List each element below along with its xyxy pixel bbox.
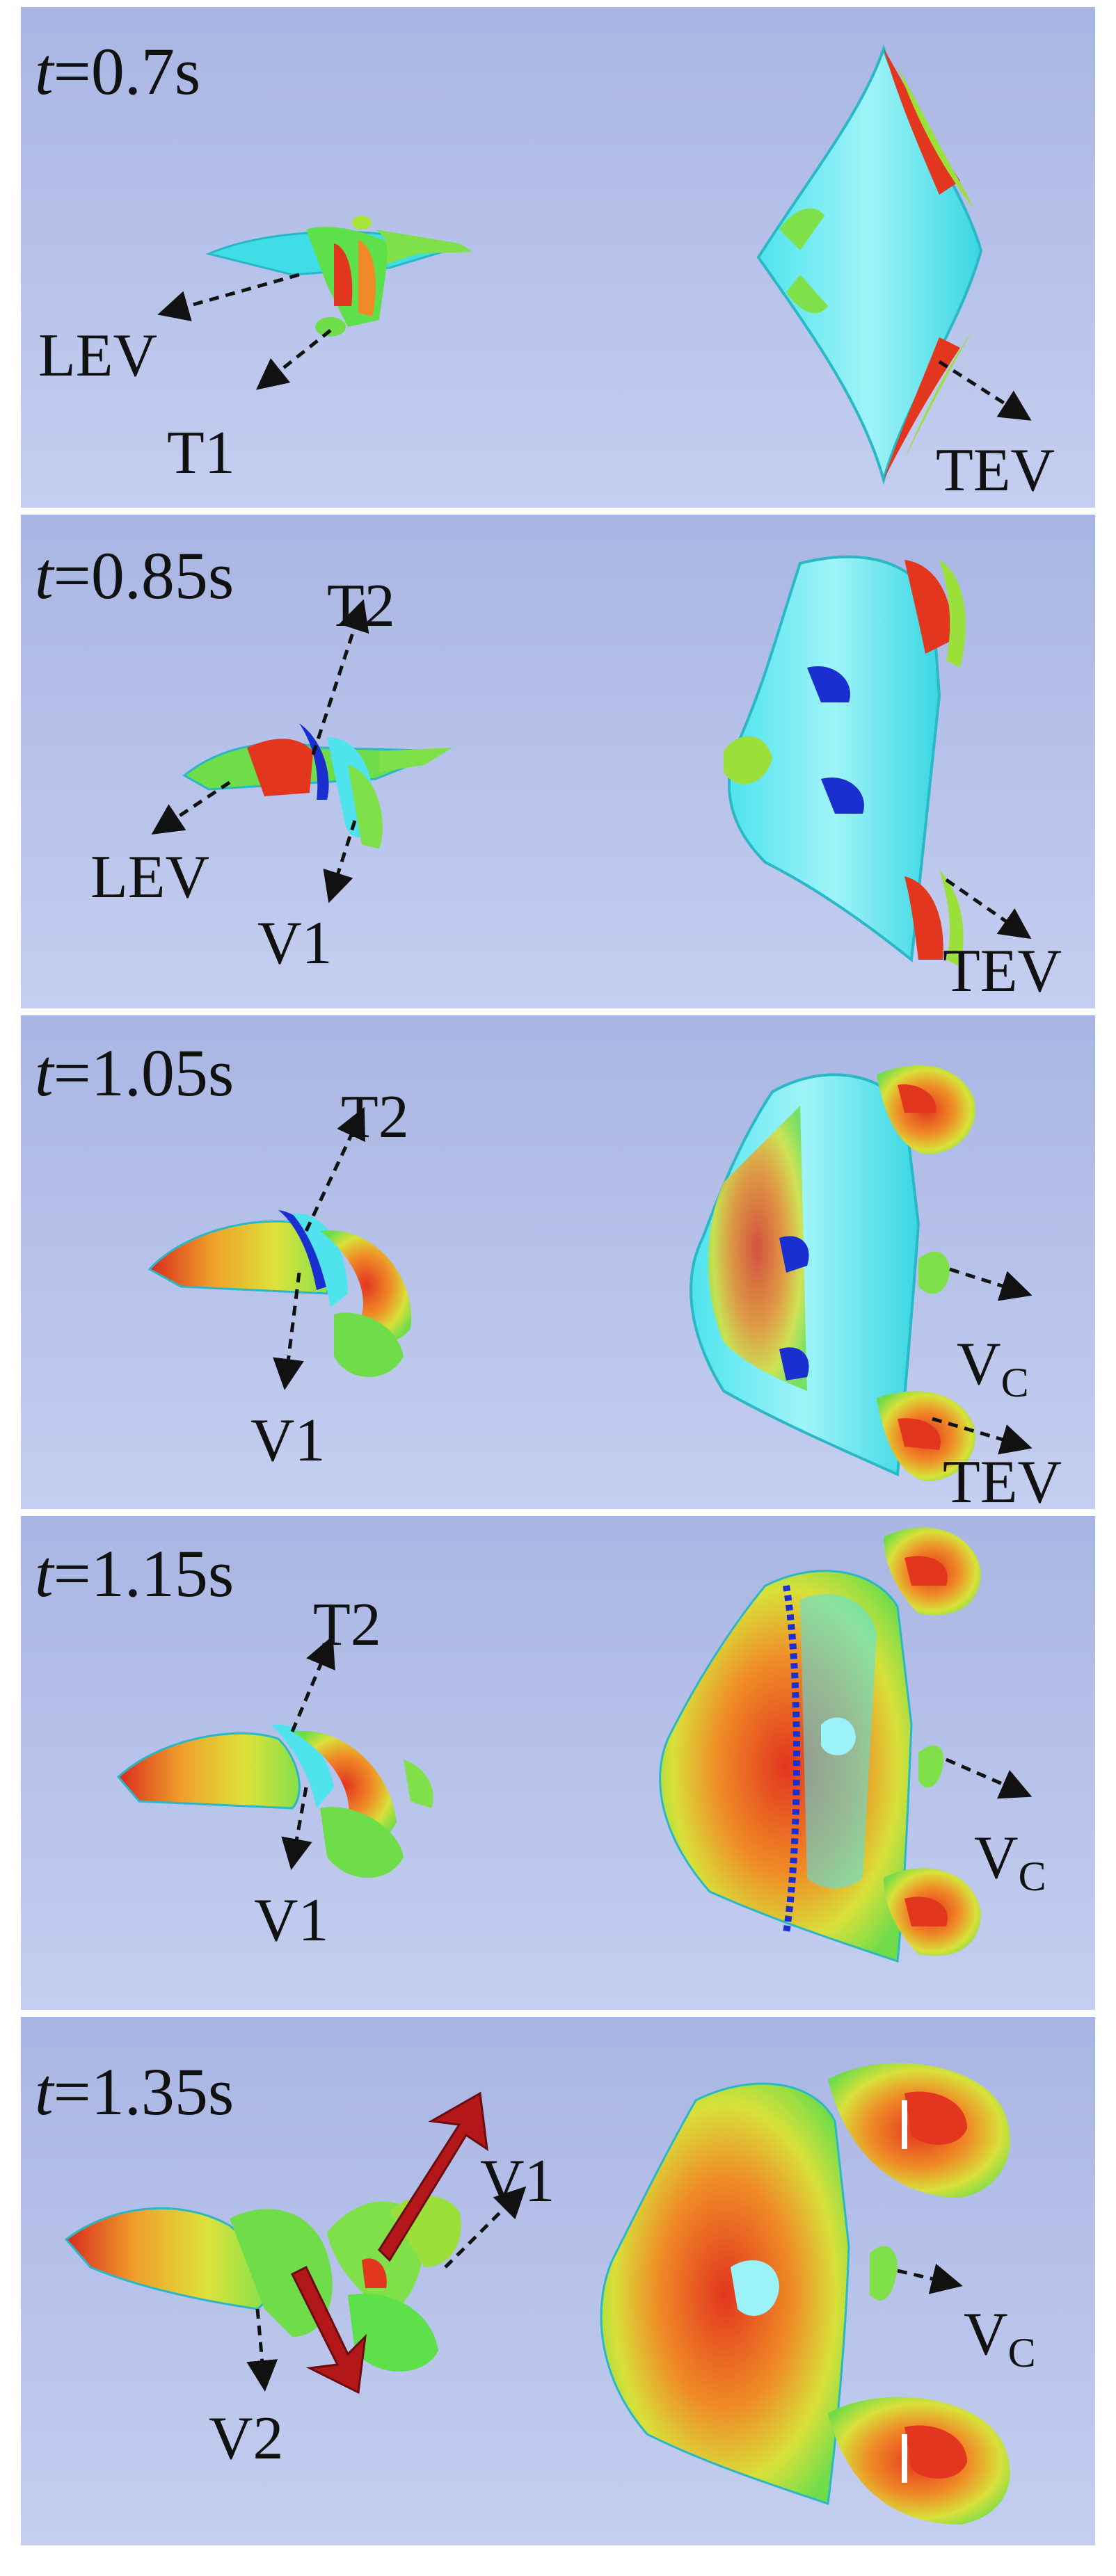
- arrow-v1: [281, 1787, 312, 1870]
- side-view-vortex: [64, 2091, 488, 2394]
- side-view-vortex: [148, 1210, 412, 1377]
- panel-1: t=0.7s LEV T1 TEV: [21, 7, 1095, 508]
- label-tev: TEV: [936, 437, 1055, 504]
- label-lev: LEV: [38, 322, 157, 389]
- arrow-tev: [938, 360, 1032, 421]
- arrow-vc: [897, 2263, 963, 2294]
- arrow-vc: [949, 1267, 1033, 1301]
- panel-2: t=0.85s T2 LEV V1 TEV: [21, 515, 1095, 1008]
- panel-5: t=1.35s V1 V2 VC: [21, 2017, 1095, 2545]
- label-vc: VC: [974, 1824, 1046, 1899]
- label-t1: T1: [167, 419, 235, 487]
- label-tev: TEV: [943, 1449, 1062, 1516]
- flow-arrow-up: [378, 2091, 488, 2262]
- side-view-vortex: [116, 1724, 433, 1878]
- arrow-v1: [273, 1272, 304, 1390]
- arrow-t1: [255, 329, 332, 390]
- arrow-t2: [311, 599, 369, 755]
- label-t2: T2: [327, 572, 395, 640]
- time-label: t=0.85s: [35, 538, 234, 613]
- panel-4: t=1.15s T2 V1 VC: [21, 1516, 1095, 2010]
- label-v2: V2: [209, 2405, 284, 2472]
- label-vc: VC: [957, 1330, 1029, 1406]
- arrow-lev: [157, 273, 300, 321]
- label-v1: V1: [480, 2148, 555, 2215]
- label-v1: V1: [257, 910, 333, 977]
- label-v1: V1: [250, 1407, 326, 1474]
- label-tev: TEV: [943, 937, 1062, 1005]
- top-view-vortex: [689, 1065, 975, 1481]
- time-label: t=1.15s: [35, 1536, 234, 1611]
- flow-arrow-down: [290, 2265, 367, 2394]
- top-view-vortex: [724, 555, 966, 967]
- time-label: t=1.35s: [35, 2054, 234, 2129]
- panel-3: t=1.05s T2 V1 VC TEV: [21, 1015, 1095, 1516]
- label-vc: VC: [964, 2301, 1036, 2376]
- arrow-v1: [444, 2186, 527, 2269]
- side-view-vortex: [182, 723, 452, 848]
- arrow-t2: [304, 1106, 366, 1232]
- arrow-v2: [246, 2308, 278, 2392]
- arrow-v1: [323, 820, 357, 903]
- top-view-vortex: [659, 1527, 981, 1963]
- arrow-vc: [946, 1757, 1033, 1799]
- label-v1: V1: [254, 1887, 329, 1954]
- label-t2: T2: [341, 1084, 409, 1151]
- arrow-lev: [151, 780, 231, 835]
- top-view-vortex: [756, 44, 983, 485]
- label-lev: LEV: [90, 844, 209, 911]
- side-view-vortex: [205, 216, 473, 337]
- label-t2: T2: [313, 1591, 381, 1659]
- time-label: t=0.7s: [35, 34, 200, 108]
- top-view-vortex: [600, 2063, 1010, 2525]
- time-label: t=1.05s: [35, 1036, 234, 1110]
